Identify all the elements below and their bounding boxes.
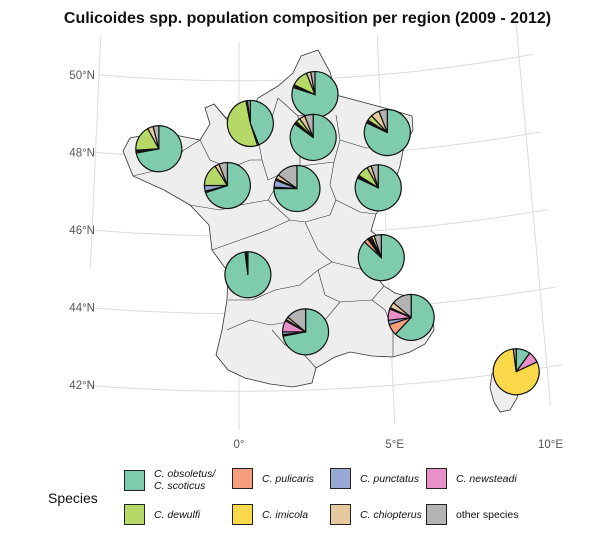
legend-label-line: other species	[456, 508, 519, 521]
pie-slice	[373, 234, 382, 258]
latitude-tick-label: 42°N	[69, 380, 95, 392]
latitude-gridline	[84, 364, 563, 392]
legend-color-key	[426, 504, 447, 525]
legend-label-line: C. newsteadi	[456, 472, 517, 485]
legend-label: other species	[456, 509, 518, 521]
region-pie	[273, 164, 321, 213]
legend-color-key	[232, 468, 253, 489]
legend-label-line: C. scoticus	[154, 480, 206, 492]
legend-item: C. obsoletus/C. scoticus	[124, 468, 215, 492]
region-pie	[387, 293, 435, 341]
legend-label-line: C. obsoletus/	[154, 468, 216, 480]
region-pie	[135, 125, 183, 173]
latitude-tick-label: 48°N	[69, 147, 95, 159]
legend-label: C. chiopterus	[360, 509, 422, 521]
longitude-tick-label: 10°E	[538, 439, 563, 451]
pie-slice	[287, 308, 307, 334]
legend-color-key	[330, 468, 351, 489]
region-pie	[226, 99, 274, 148]
france-outline	[122, 49, 435, 388]
map: 50°N 48°N 46°N 44°N 42°N 0° 5°E 10°E	[69, 17, 563, 451]
pie-slice	[245, 251, 249, 275]
pie-slice	[226, 100, 259, 148]
legend-item: C. chiopterus	[330, 504, 422, 525]
legend-label-line: C. dewulfi	[154, 508, 201, 521]
region-pie	[354, 164, 402, 212]
pie-slice	[392, 293, 412, 319]
legend-label: C. pulicaris	[262, 473, 314, 485]
latitude-tick-label: 50°N	[69, 70, 95, 82]
legend-label-line: C. pulicaris	[262, 472, 314, 485]
longitude-gridline	[89, 35, 102, 269]
legend-label: C. obsoletus/C. scoticus	[154, 468, 215, 492]
legend-color-key	[124, 504, 145, 525]
pie-slice	[394, 293, 435, 341]
region-pie	[291, 70, 339, 119]
pie-slice	[246, 99, 251, 124]
pie-slice	[309, 70, 316, 95]
legend-color-key	[426, 468, 447, 489]
legend-item: C. punctatus	[330, 468, 419, 489]
legend-item: C. newsteadi	[426, 468, 517, 489]
region-pie	[282, 308, 330, 356]
legend-item: C. dewulfi	[124, 504, 200, 525]
axis-labels: 50°N 48°N 46°N 44°N 42°N 0° 5°E 10°E	[69, 70, 563, 451]
longitude-gridline	[376, 35, 396, 425]
region-pie	[203, 161, 251, 210]
pie-slice	[273, 164, 321, 213]
region-pie	[363, 108, 411, 157]
pie-slice	[249, 99, 274, 146]
legend-label: C. imicola	[262, 509, 308, 521]
pie-slice	[512, 348, 517, 372]
legend-label: C. dewulfi	[154, 509, 200, 521]
pie-charts	[135, 70, 540, 396]
pie-slice	[277, 164, 298, 190]
legend-item: other species	[426, 504, 518, 525]
legend-label: C. newsteadi	[456, 473, 517, 485]
latitude-tick-label: 46°N	[69, 225, 95, 237]
chart-title: Culicoides spp. population composition p…	[63, 10, 552, 27]
pie-slice	[370, 164, 379, 188]
pie-slice	[303, 113, 314, 138]
legend-title: Species	[48, 490, 98, 506]
latitude-tick-label: 44°N	[69, 303, 95, 315]
legend-label-line: C. punctatus	[360, 472, 419, 485]
pie-slice	[378, 108, 388, 133]
legend-label-line: C. imicola	[262, 508, 309, 521]
longitude-tick-label: 0°	[234, 439, 245, 451]
region-pie	[224, 251, 272, 299]
pie-slice	[152, 125, 160, 149]
region-borders	[132, 94, 404, 369]
legend-label: C. punctatus	[360, 473, 419, 485]
longitude-gridline	[515, 17, 551, 407]
pie-slice	[218, 161, 229, 186]
legend-item: C. imicola	[232, 504, 308, 525]
region-pie	[357, 234, 405, 282]
legend: Species C. obsoletus/C. scoticus C. pulic…	[0, 462, 615, 545]
region-pie	[289, 113, 337, 161]
legend-item: C. pulicaris	[232, 468, 314, 489]
longitude-tick-label: 5°E	[385, 439, 404, 451]
region-pie	[492, 348, 540, 396]
legend-color-key	[232, 504, 253, 525]
legend-label-line: C. chiopterus	[360, 508, 422, 521]
legend-color-key	[330, 504, 351, 525]
pie-slice	[492, 348, 540, 396]
legend-color-key	[124, 469, 145, 491]
